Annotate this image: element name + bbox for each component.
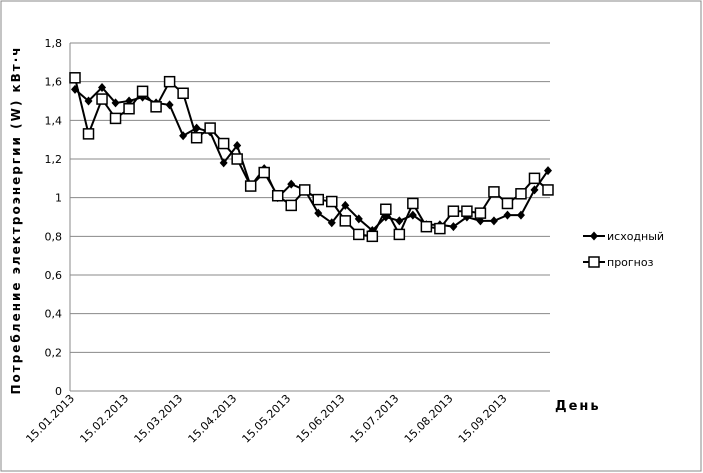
marker [501, 197, 514, 210]
marker [98, 82, 107, 92]
legend-label: прогноз [607, 256, 654, 269]
marker [542, 184, 554, 196]
marker [258, 166, 270, 179]
marker [408, 210, 417, 220]
x-axis-label: День [555, 399, 601, 414]
y-tick-label: 1,4 [45, 114, 63, 127]
y-tick-label: 0 [55, 385, 62, 398]
y-axis-label: Потребление электроэнергии (W) кВт·ч [9, 45, 23, 394]
marker [503, 210, 512, 220]
marker [231, 153, 243, 165]
marker [233, 140, 242, 150]
marker [177, 87, 189, 100]
marker [530, 185, 539, 195]
y-tick-label: 0,8 [45, 230, 63, 243]
legend-label: исходный [607, 230, 664, 243]
marker [96, 93, 108, 105]
marker [217, 137, 230, 150]
marker [287, 179, 296, 189]
marker [327, 218, 336, 228]
marker [326, 195, 338, 208]
legend-marker [590, 231, 598, 241]
marker [449, 222, 458, 232]
marker [219, 158, 228, 168]
marker [314, 208, 323, 218]
marker [123, 102, 135, 115]
marker [474, 207, 487, 219]
marker [489, 216, 498, 226]
marker [298, 184, 311, 196]
marker [111, 98, 120, 108]
marker [447, 205, 460, 217]
marker [515, 188, 527, 200]
marker [244, 180, 257, 192]
y-tick-label: 1,8 [45, 37, 63, 50]
marker [204, 122, 216, 134]
marker [163, 75, 176, 88]
y-tick-label: 0,6 [45, 269, 63, 282]
marker [380, 203, 392, 216]
marker [488, 186, 500, 198]
marker [395, 216, 404, 226]
marker [136, 85, 149, 98]
marker [285, 199, 297, 212]
marker [516, 210, 525, 220]
marker [407, 197, 419, 210]
marker [109, 112, 122, 125]
marker [420, 220, 433, 233]
marker [366, 230, 379, 243]
marker [190, 131, 203, 144]
marker [354, 214, 363, 224]
marker [271, 189, 284, 202]
marker [434, 222, 446, 235]
legend-marker [588, 256, 600, 268]
y-tick-label: 1,6 [45, 76, 63, 89]
marker [339, 215, 352, 227]
marker [461, 205, 473, 217]
marker [341, 200, 350, 210]
marker [82, 128, 95, 140]
marker [69, 72, 81, 84]
marker [528, 172, 541, 185]
y-tick-label: 0,4 [45, 308, 63, 321]
y-tick-label: 0,2 [45, 346, 63, 359]
marker [84, 96, 93, 106]
marker [179, 131, 188, 141]
y-tick-label: 1,2 [45, 153, 63, 166]
marker [312, 193, 325, 206]
marker [150, 101, 162, 113]
y-tick-label: 1 [55, 192, 62, 205]
marker [165, 100, 174, 110]
marker [353, 228, 365, 241]
marker [393, 228, 406, 241]
marker [544, 166, 552, 176]
